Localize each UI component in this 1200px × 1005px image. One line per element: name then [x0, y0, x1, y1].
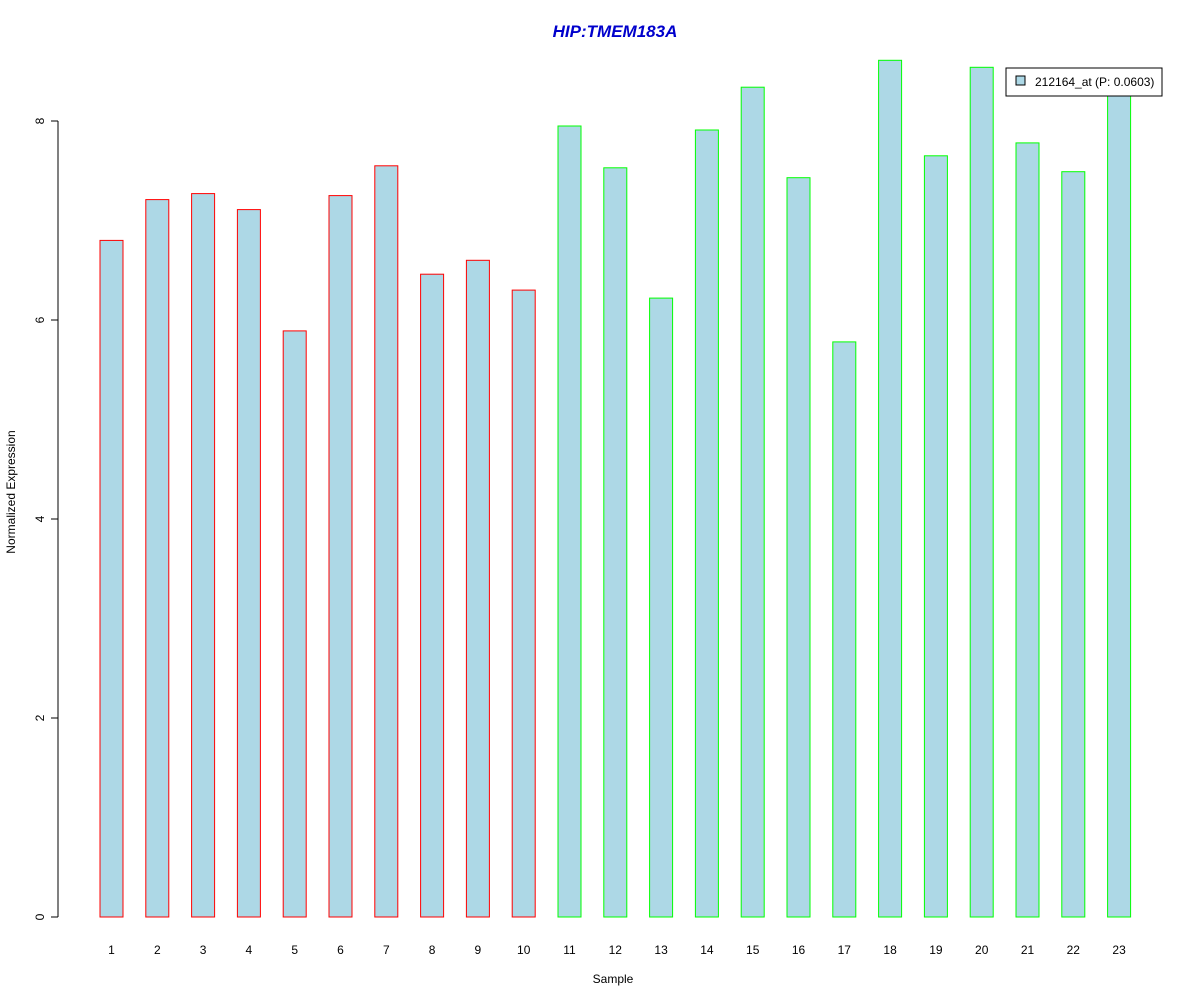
y-tick-label: 8	[33, 117, 47, 124]
legend-swatch	[1015, 75, 1026, 86]
x-tick-label: 10	[517, 943, 531, 957]
x-tick-label: 2	[154, 943, 161, 957]
x-tick-label: 19	[929, 943, 943, 957]
x-tick-label: 11	[563, 943, 576, 957]
y-tick-label: 2	[33, 714, 47, 721]
bars-group	[99, 59, 1132, 918]
legend-box	[1005, 67, 1163, 97]
y-tick-label: 0	[33, 913, 47, 920]
bar-sample-23	[1107, 94, 1132, 918]
y-tick-label: 6	[33, 316, 47, 323]
x-tick-label: 9	[475, 943, 482, 957]
x-tick-label: 16	[792, 943, 806, 957]
bar-sample-14	[694, 129, 719, 918]
y-axis: 0 2 4 6 8	[33, 117, 59, 920]
x-tick-labels: 1 2 3 4 5 6 7 8 9 10 11 12 13 14 15 16 17 18 19 20 21 22 23	[108, 943, 1126, 957]
x-tick-label: 1	[108, 943, 115, 957]
bar-sample-20	[969, 66, 994, 918]
x-tick-label: 15	[746, 943, 760, 957]
chart-title: HIP:TMEM183A	[553, 22, 678, 41]
bar-sample-2	[145, 199, 170, 918]
x-tick-label: 18	[883, 943, 897, 957]
x-tick-label: 17	[838, 943, 852, 957]
x-tick-label: 8	[429, 943, 436, 957]
bar-sample-16	[786, 177, 811, 918]
bar-sample-11	[557, 125, 582, 918]
bar-sample-4	[236, 209, 261, 918]
x-tick-label: 5	[291, 943, 298, 957]
bar-sample-13	[649, 297, 674, 918]
bar-sample-17	[832, 341, 857, 918]
x-tick-label: 4	[246, 943, 253, 957]
x-tick-label: 7	[383, 943, 390, 957]
bar-sample-19	[923, 155, 948, 918]
bar-sample-3	[191, 193, 216, 918]
x-tick-label: 6	[337, 943, 344, 957]
x-axis-label: Sample	[593, 972, 634, 986]
bar-sample-22	[1061, 171, 1086, 918]
x-tick-label: 13	[654, 943, 668, 957]
x-tick-label: 23	[1112, 943, 1126, 957]
bar-sample-21	[1015, 142, 1040, 918]
bar-sample-18	[878, 59, 903, 918]
bar-sample-6	[328, 195, 353, 918]
x-tick-label: 12	[609, 943, 623, 957]
bar-sample-5	[282, 330, 307, 918]
x-tick-label: 22	[1067, 943, 1081, 957]
bar-sample-12	[603, 167, 628, 918]
x-tick-label: 20	[975, 943, 989, 957]
bar-sample-15	[740, 86, 765, 918]
y-tick-label: 4	[33, 515, 47, 522]
bar-sample-7	[374, 165, 399, 918]
y-axis-label: Normalized Expression	[4, 430, 18, 553]
x-tick-label: 14	[700, 943, 714, 957]
legend-entry-label: 212164_at (P: 0.0603)	[1035, 75, 1154, 89]
bar-sample-10	[511, 289, 536, 918]
x-tick-label: 21	[1021, 943, 1035, 957]
x-tick-label: 3	[200, 943, 207, 957]
legend: 212164_at (P: 0.0603)	[1005, 67, 1163, 97]
bar-sample-1	[99, 239, 124, 918]
bar-sample-9	[465, 259, 490, 918]
bar-sample-8	[420, 273, 445, 918]
